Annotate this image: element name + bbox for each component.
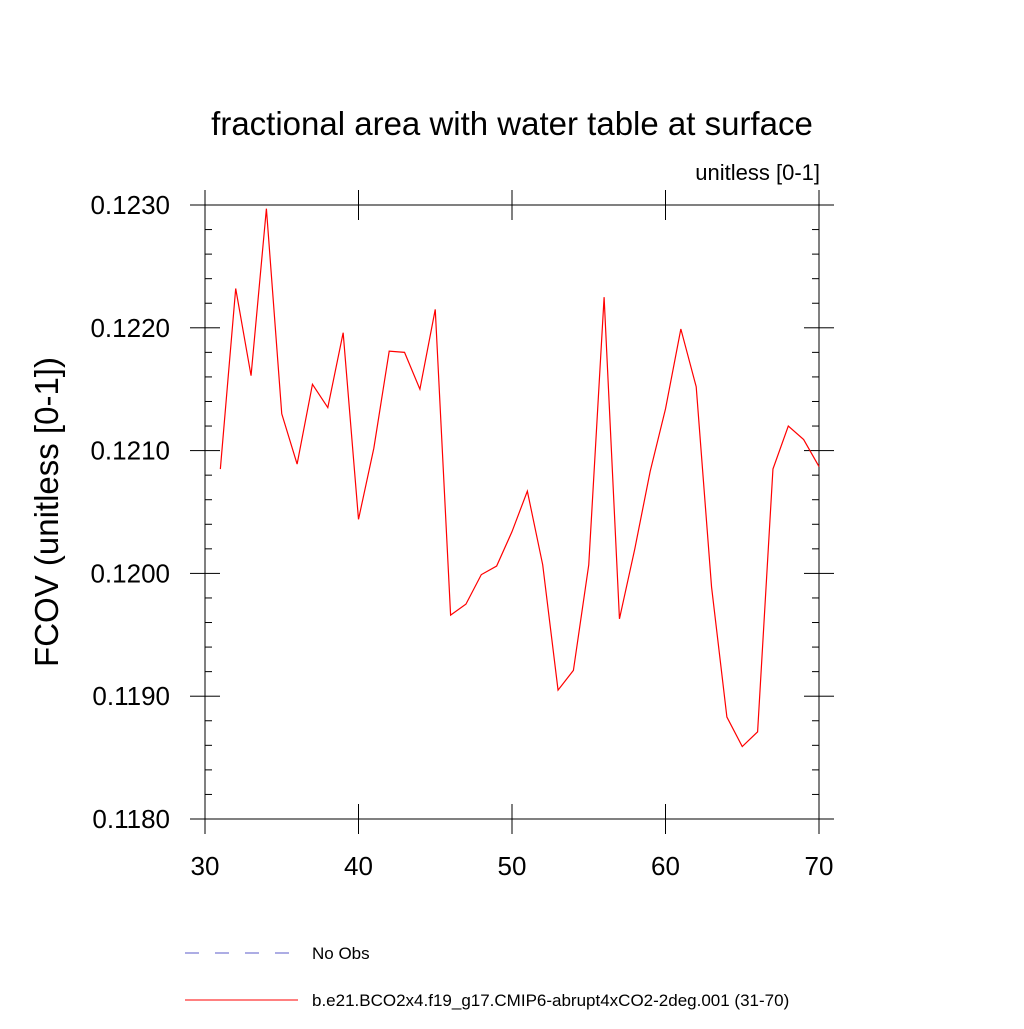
series-line — [219, 208, 820, 748]
legend-label: No Obs — [312, 944, 370, 963]
x-tick-label: 70 — [805, 851, 834, 881]
y-tick-label: 0.1180 — [92, 804, 170, 834]
plot-frame — [204, 204, 820, 820]
y-tick-label: 0.1190 — [92, 681, 170, 711]
chart-subtitle: unitless [0-1] — [695, 160, 820, 185]
y-tick-label: 0.1220 — [90, 313, 170, 343]
y-axis-ticks: 0.1180 0.1190 0.1200 0.1210 0.1220 0.1230 — [90, 190, 834, 834]
x-tick-label: 40 — [344, 851, 373, 881]
y-tick-label: 0.1210 — [90, 436, 170, 466]
y-axis-label: FCOV (unitless [0-1]) — [28, 357, 65, 667]
legend-label: b.e21.BCO2x4.f19_g17.CMIP6-abrupt4xCO2-2… — [312, 991, 789, 1010]
chart-title: fractional area with water table at surf… — [211, 105, 813, 142]
x-tick-label: 50 — [498, 851, 527, 881]
x-tick-label: 60 — [651, 851, 680, 881]
x-axis-ticks: 30 40 50 60 70 — [191, 190, 834, 881]
series-lines — [219, 208, 820, 748]
legend: No Obs b.e21.BCO2x4.f19_g17.CMIP6-abrupt4… — [185, 944, 789, 1010]
y-tick-label: 0.1230 — [90, 190, 170, 220]
x-tick-label: 30 — [191, 851, 220, 881]
y-tick-label: 0.1200 — [90, 558, 170, 588]
